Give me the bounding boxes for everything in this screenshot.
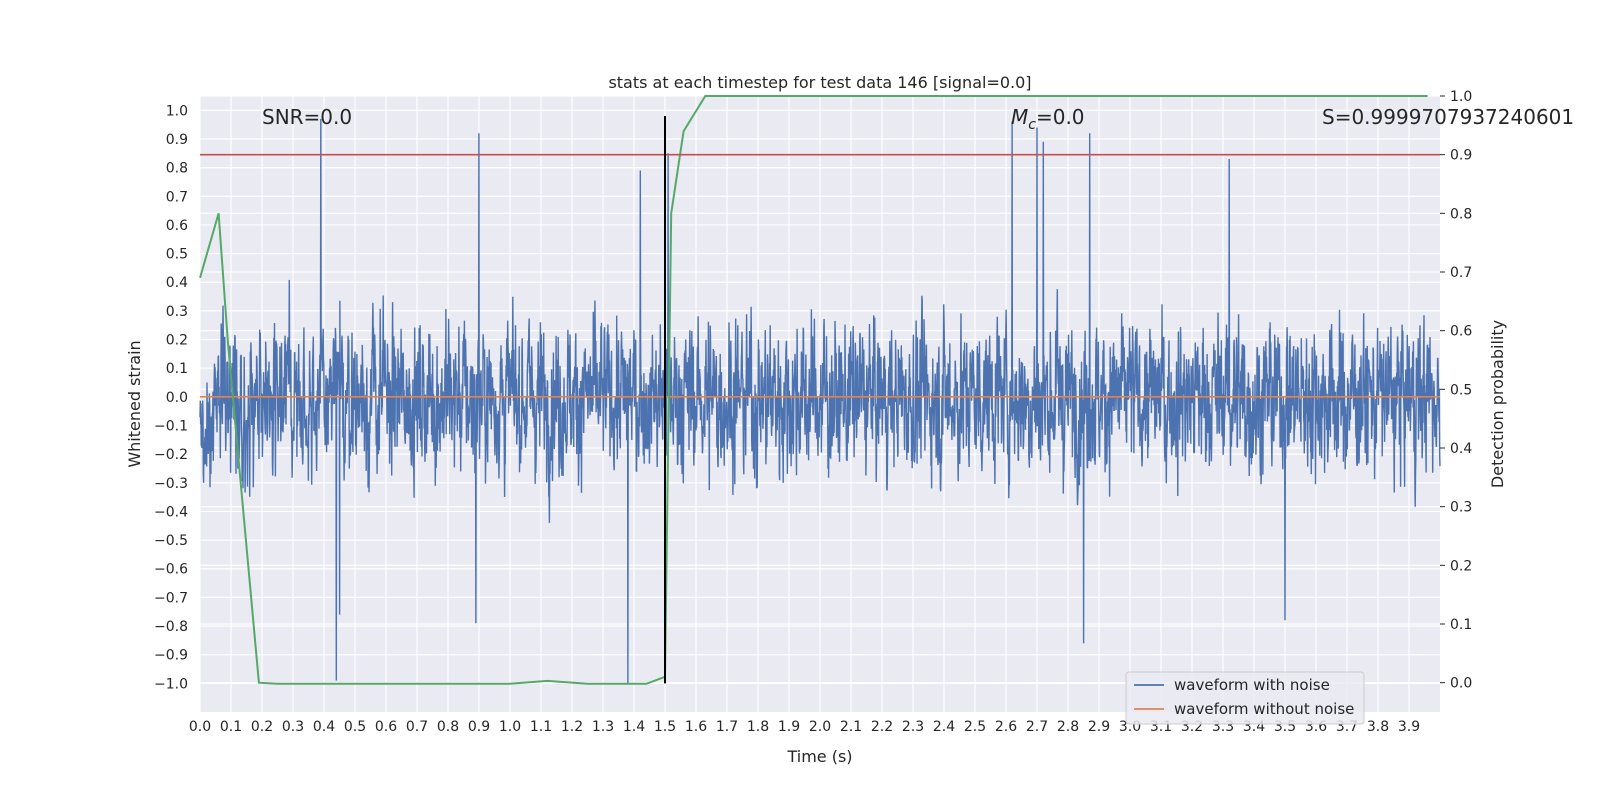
probability-series — [199, 95, 1428, 685]
x-tick-label: 2.8 — [1057, 719, 1079, 735]
x-tick-label: 0.1 — [220, 719, 242, 735]
x-tick-label: 2.1 — [840, 719, 862, 735]
snr-annotation: SNR=0.0 — [262, 105, 352, 129]
x-axis-label: Time (s) — [786, 747, 852, 766]
x-tick-label: 2.0 — [809, 719, 831, 735]
x-tick-label: 1.7 — [716, 719, 738, 735]
x-tick-label: 1.6 — [685, 719, 707, 735]
y-tick-label-left: −0.6 — [154, 562, 188, 578]
x-tick-label: 2.5 — [964, 719, 986, 735]
x-tick-label: 0.9 — [468, 719, 490, 735]
y-axis-right-ticks: 1.0 0.9 0.8 0.7 0.6 0.5 0.4 0.3 0.2 0.1 0.0 — [1440, 89, 1472, 692]
y-tick-label-left: 0.1 — [166, 361, 188, 377]
y-tick-label-left: 0.8 — [166, 161, 188, 177]
y-tick-label-left: 0.7 — [166, 189, 188, 205]
chart-title: stats at each timestep for test data 146… — [608, 73, 1031, 92]
x-tick-label: 2.6 — [995, 719, 1017, 735]
y-axis-left-ticks: 1.0 0.9 0.8 0.7 0.6 0.5 0.4 0.3 0.2 0.1 0.0 −0.1 −0.… — [154, 103, 188, 692]
y-tick-label-left: −0.8 — [154, 619, 188, 635]
y-tick-label-right: 0.3 — [1450, 500, 1472, 516]
x-tick-label: 0.7 — [406, 719, 428, 735]
y-tick-label-left: −0.5 — [154, 533, 188, 549]
overlay-lines — [200, 116, 1440, 684]
y-tick-label-left: 0.3 — [166, 304, 188, 320]
legend-label-clean: waveform without noise — [1174, 700, 1354, 718]
y-tick-label-right: 0.9 — [1450, 148, 1472, 164]
x-tick-label: 2.4 — [933, 719, 955, 735]
x-tick-label: 2.3 — [902, 719, 924, 735]
chirp-mass-annotation: Mc=0.0 — [1011, 105, 1085, 133]
y-tick-label-left: −0.9 — [154, 648, 188, 664]
y-tick-label-right: 0.4 — [1450, 441, 1472, 457]
x-tick-label: 1.9 — [778, 719, 800, 735]
y-tick-label-right: 0.5 — [1450, 382, 1472, 398]
y-tick-label-right: 0.6 — [1450, 324, 1472, 340]
chirp-mass-symbol: M — [1011, 105, 1028, 129]
y-tick-label-right: 0.0 — [1450, 676, 1472, 692]
y-tick-label-left: 1.0 — [166, 103, 188, 119]
x-tick-label: 3.9 — [1398, 719, 1420, 735]
x-tick-label: 1.0 — [499, 719, 521, 735]
x-tick-label: 0.5 — [344, 719, 366, 735]
x-tick-label: 1.3 — [592, 719, 614, 735]
y-axis-left-label: Whitened strain — [125, 340, 144, 467]
x-tick-label: 0.3 — [282, 719, 304, 735]
x-tick-label: 1.4 — [623, 719, 645, 735]
x-tick-label: 0.2 — [251, 719, 273, 735]
y-tick-label-right: 1.0 — [1450, 89, 1472, 105]
y-tick-label-left: 0.4 — [166, 275, 188, 291]
y-tick-label-left: 0.9 — [166, 132, 188, 148]
y-tick-label-left: 0.6 — [166, 218, 188, 234]
y-tick-label-right: 0.1 — [1450, 617, 1472, 633]
chirp-mass-subscript: c — [1028, 117, 1036, 133]
y-tick-label-left: −0.3 — [154, 476, 188, 492]
y-tick-label-right: 0.7 — [1450, 265, 1472, 281]
y-tick-label-left: 0.0 — [166, 390, 188, 406]
y-tick-label-left: 0.2 — [166, 333, 188, 349]
x-tick-label: 2.9 — [1088, 719, 1110, 735]
x-tick-label: 2.2 — [871, 719, 893, 735]
chirp-mass-value: =0.0 — [1036, 105, 1085, 129]
s-annotation: S=0.9999707937240601 — [1322, 105, 1574, 129]
noise-series — [199, 118, 1441, 684]
y-tick-label-left: −0.7 — [154, 590, 188, 606]
noise-waveform-line — [199, 118, 1441, 684]
y-tick-label-left: −0.4 — [154, 504, 188, 520]
y-axis-right-label: Detection probability — [1488, 320, 1507, 488]
x-tick-label: 1.8 — [747, 719, 769, 735]
x-tick-label: 0.6 — [375, 719, 397, 735]
x-tick-label: 0.0 — [189, 719, 211, 735]
x-tick-label: 2.7 — [1026, 719, 1048, 735]
legend-box — [1125, 671, 1365, 725]
y-tick-label-left: −0.1 — [154, 418, 188, 434]
x-tick-label: 1.1 — [530, 719, 552, 735]
y-tick-label-left: −0.2 — [154, 447, 188, 463]
y-tick-label-right: 0.8 — [1450, 206, 1472, 222]
legend: waveform with noise waveform without noi… — [1125, 671, 1365, 725]
y-tick-label-left: 0.5 — [166, 247, 188, 263]
x-tick-label: 1.5 — [654, 719, 676, 735]
detection-probability-line — [199, 95, 1428, 685]
y-tick-label-left: −1.0 — [154, 676, 188, 692]
x-tick-label: 0.4 — [313, 719, 335, 735]
y-tick-label-right: 0.2 — [1450, 558, 1472, 574]
x-tick-label: 0.8 — [437, 719, 459, 735]
x-tick-label: 3.8 — [1367, 719, 1389, 735]
x-tick-label: 1.2 — [561, 719, 583, 735]
legend-label-noise: waveform with noise — [1174, 676, 1330, 694]
